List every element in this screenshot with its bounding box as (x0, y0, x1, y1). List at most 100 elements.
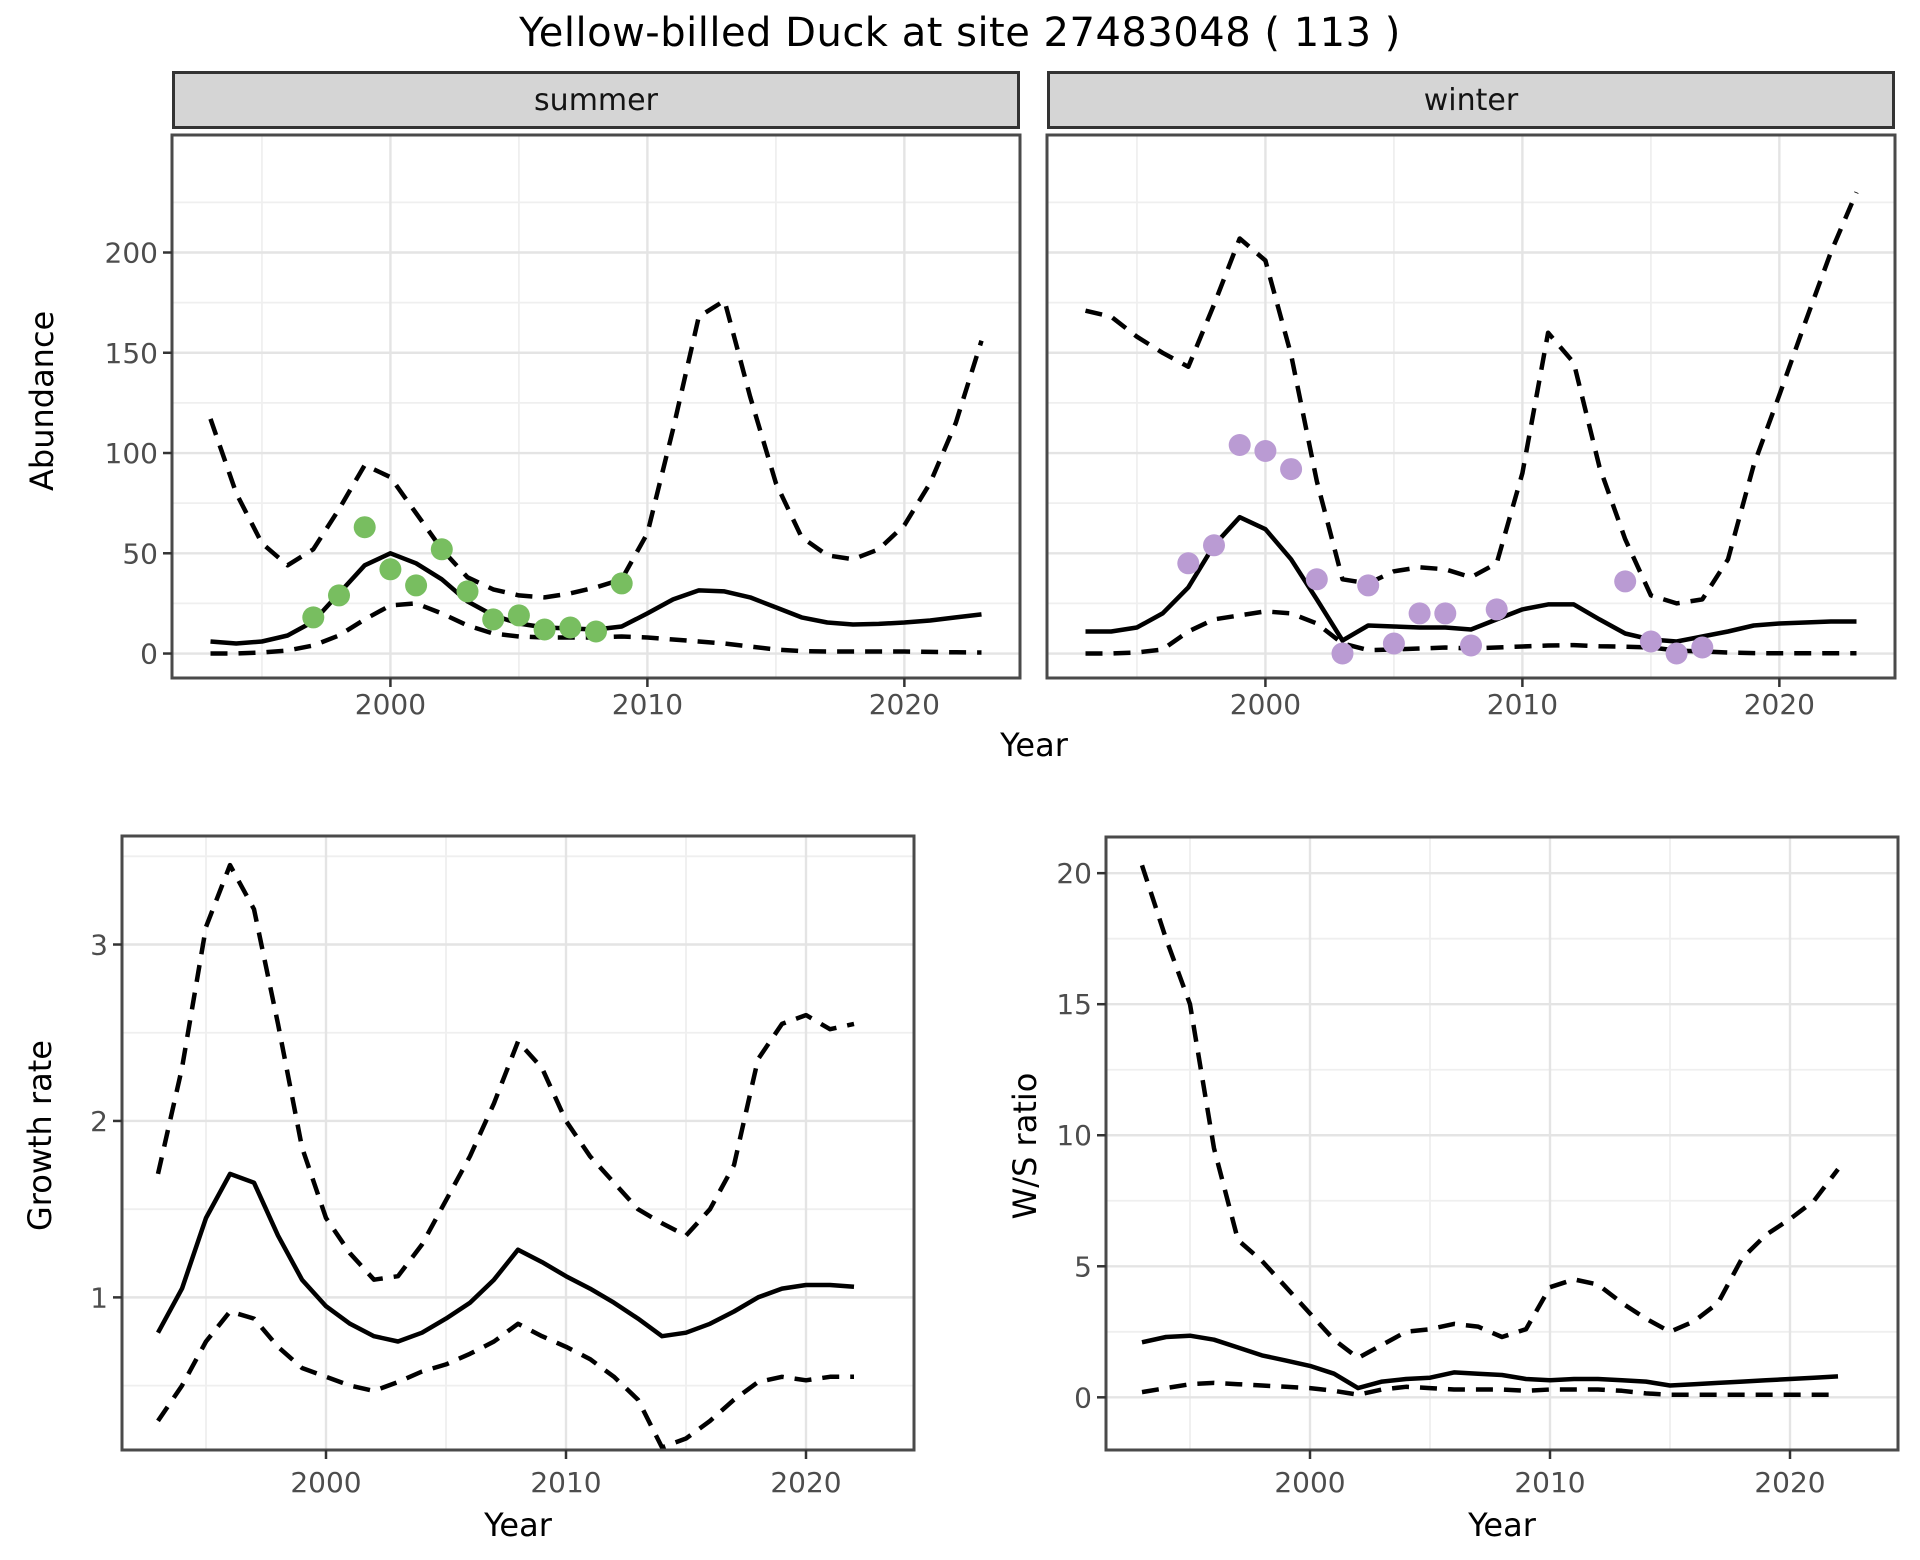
grid-minor (122, 836, 914, 1450)
data-point (1254, 440, 1277, 462)
x-tick-label: 2020 (1744, 688, 1815, 721)
observation-points (302, 516, 633, 643)
data-point (1228, 434, 1251, 456)
data-point (1280, 458, 1303, 481)
x-tick-label: 2000 (1230, 688, 1301, 721)
data-point (1691, 636, 1714, 659)
x-tick-label: 2010 (530, 1466, 601, 1499)
x-tick-label: 2010 (612, 688, 683, 721)
grid-minor (1106, 837, 1898, 1450)
facet-strip-winter-label: winter (1423, 82, 1519, 118)
panel-background (122, 836, 914, 1450)
axis-ticks (1264, 678, 1781, 687)
data-point (1382, 632, 1405, 655)
data-point (1434, 602, 1457, 625)
axis-tick-labels: 2000 2010 2020 1 2 3 (90, 929, 841, 1499)
panel-abundance-summer: 2000 2010 2020 0 50 100 150 200 (105, 133, 1022, 721)
panel-background (1106, 837, 1898, 1450)
series-dashed (155, 862, 855, 1282)
facet-strip-winter: winter (1047, 71, 1895, 129)
data-point (379, 558, 402, 581)
panel-border (1045, 133, 1897, 680)
facet-strip-summer: summer (172, 71, 1020, 129)
axis-tick-labels: 2000 2010 2020 (1230, 688, 1815, 721)
data-point (302, 606, 325, 629)
y-tick-label: 0 (140, 638, 158, 671)
x-tick-label: 2010 (1514, 1466, 1585, 1499)
data-point (1331, 642, 1354, 665)
y-tick-label: 1 (90, 1281, 108, 1314)
panel-border (1104, 835, 1900, 1452)
data-point (1485, 598, 1508, 621)
y-tick-label: 20 (1056, 857, 1092, 890)
panel-border (120, 834, 916, 1452)
data-point (328, 584, 350, 607)
axis-tick-labels: 2000 2010 2020 0 5 10 15 20 (1056, 857, 1825, 1499)
y-tick-label: 15 (1056, 988, 1092, 1021)
x-tick-label: 2000 (1274, 1466, 1345, 1499)
y-tick-label: 150 (105, 337, 158, 370)
data-point (1177, 552, 1200, 575)
y-tick-label: 3 (90, 929, 108, 962)
data-point (1665, 642, 1688, 665)
data-point (610, 572, 633, 595)
x-axis-title-growth-rate: Year (484, 1506, 552, 1544)
series-solid (156, 1171, 855, 1344)
x-tick-label: 2020 (770, 1466, 841, 1499)
data-point (1614, 570, 1637, 593)
x-tick-label: 2010 (1487, 688, 1558, 721)
data-point (1203, 534, 1225, 557)
y-axis-title-ws-ratio: W/S ratio (1006, 1072, 1044, 1220)
grid-major (1106, 837, 1898, 1450)
series-solid (1141, 1333, 1839, 1391)
data-point (482, 608, 505, 631)
y-tick-label: 10 (1056, 1119, 1092, 1152)
data-point (430, 538, 453, 561)
panel-border (170, 133, 1022, 680)
series-dashed (1139, 864, 1840, 1361)
panel-growth-rate: 2000 2010 2020 1 2 3 (90, 834, 916, 1499)
panel-abundance-winter: 2000 2010 2020 (1045, 133, 1897, 721)
data-point (456, 580, 479, 603)
data-point (533, 618, 556, 641)
axis-ticks (113, 943, 808, 1459)
y-tick-label: 0 (1074, 1381, 1092, 1414)
y-tick-label: 5 (1074, 1250, 1092, 1283)
data-point (507, 604, 530, 627)
series-lines (1139, 864, 1840, 1397)
y-axis-title-growth-rate: Growth rate (21, 1040, 59, 1231)
y-tick-label: 200 (105, 237, 158, 270)
y-tick-label: 2 (90, 1105, 108, 1138)
data-point (1305, 568, 1328, 591)
panel-background (172, 135, 1020, 678)
panel-background (1047, 135, 1895, 678)
x-tick-label: 2000 (355, 688, 426, 721)
axis-ticks (163, 251, 906, 687)
data-point (1408, 602, 1431, 625)
grid-minor (172, 135, 1020, 678)
series-dashed (1084, 191, 1859, 606)
facet-strip-summer-label: summer (534, 82, 658, 118)
grid-major (122, 836, 914, 1450)
axis-ticks (1097, 871, 1792, 1459)
series-dashed (1141, 1380, 1838, 1397)
data-point (405, 574, 428, 597)
y-tick-label: 100 (105, 437, 158, 470)
page-title: Yellow-billed Duck at site 27483048 ( 11… (519, 10, 1401, 56)
data-point (1639, 630, 1662, 653)
panel-ws-ratio: 2000 2010 2020 0 5 10 15 20 (1056, 835, 1900, 1499)
observation-points (1177, 434, 1714, 665)
x-tick-label: 2000 (290, 1466, 361, 1499)
y-tick-label: 50 (122, 537, 158, 570)
data-point (1357, 574, 1380, 597)
data-point (1460, 634, 1482, 657)
series-lines (155, 862, 855, 1450)
x-axis-title-top: Year (1000, 726, 1068, 764)
x-tick-label: 2020 (869, 688, 940, 721)
axis-tick-labels: 2000 2010 2020 0 50 100 150 200 (105, 237, 940, 721)
data-point (585, 620, 607, 643)
grid-minor (1047, 135, 1895, 678)
data-point (559, 616, 582, 639)
